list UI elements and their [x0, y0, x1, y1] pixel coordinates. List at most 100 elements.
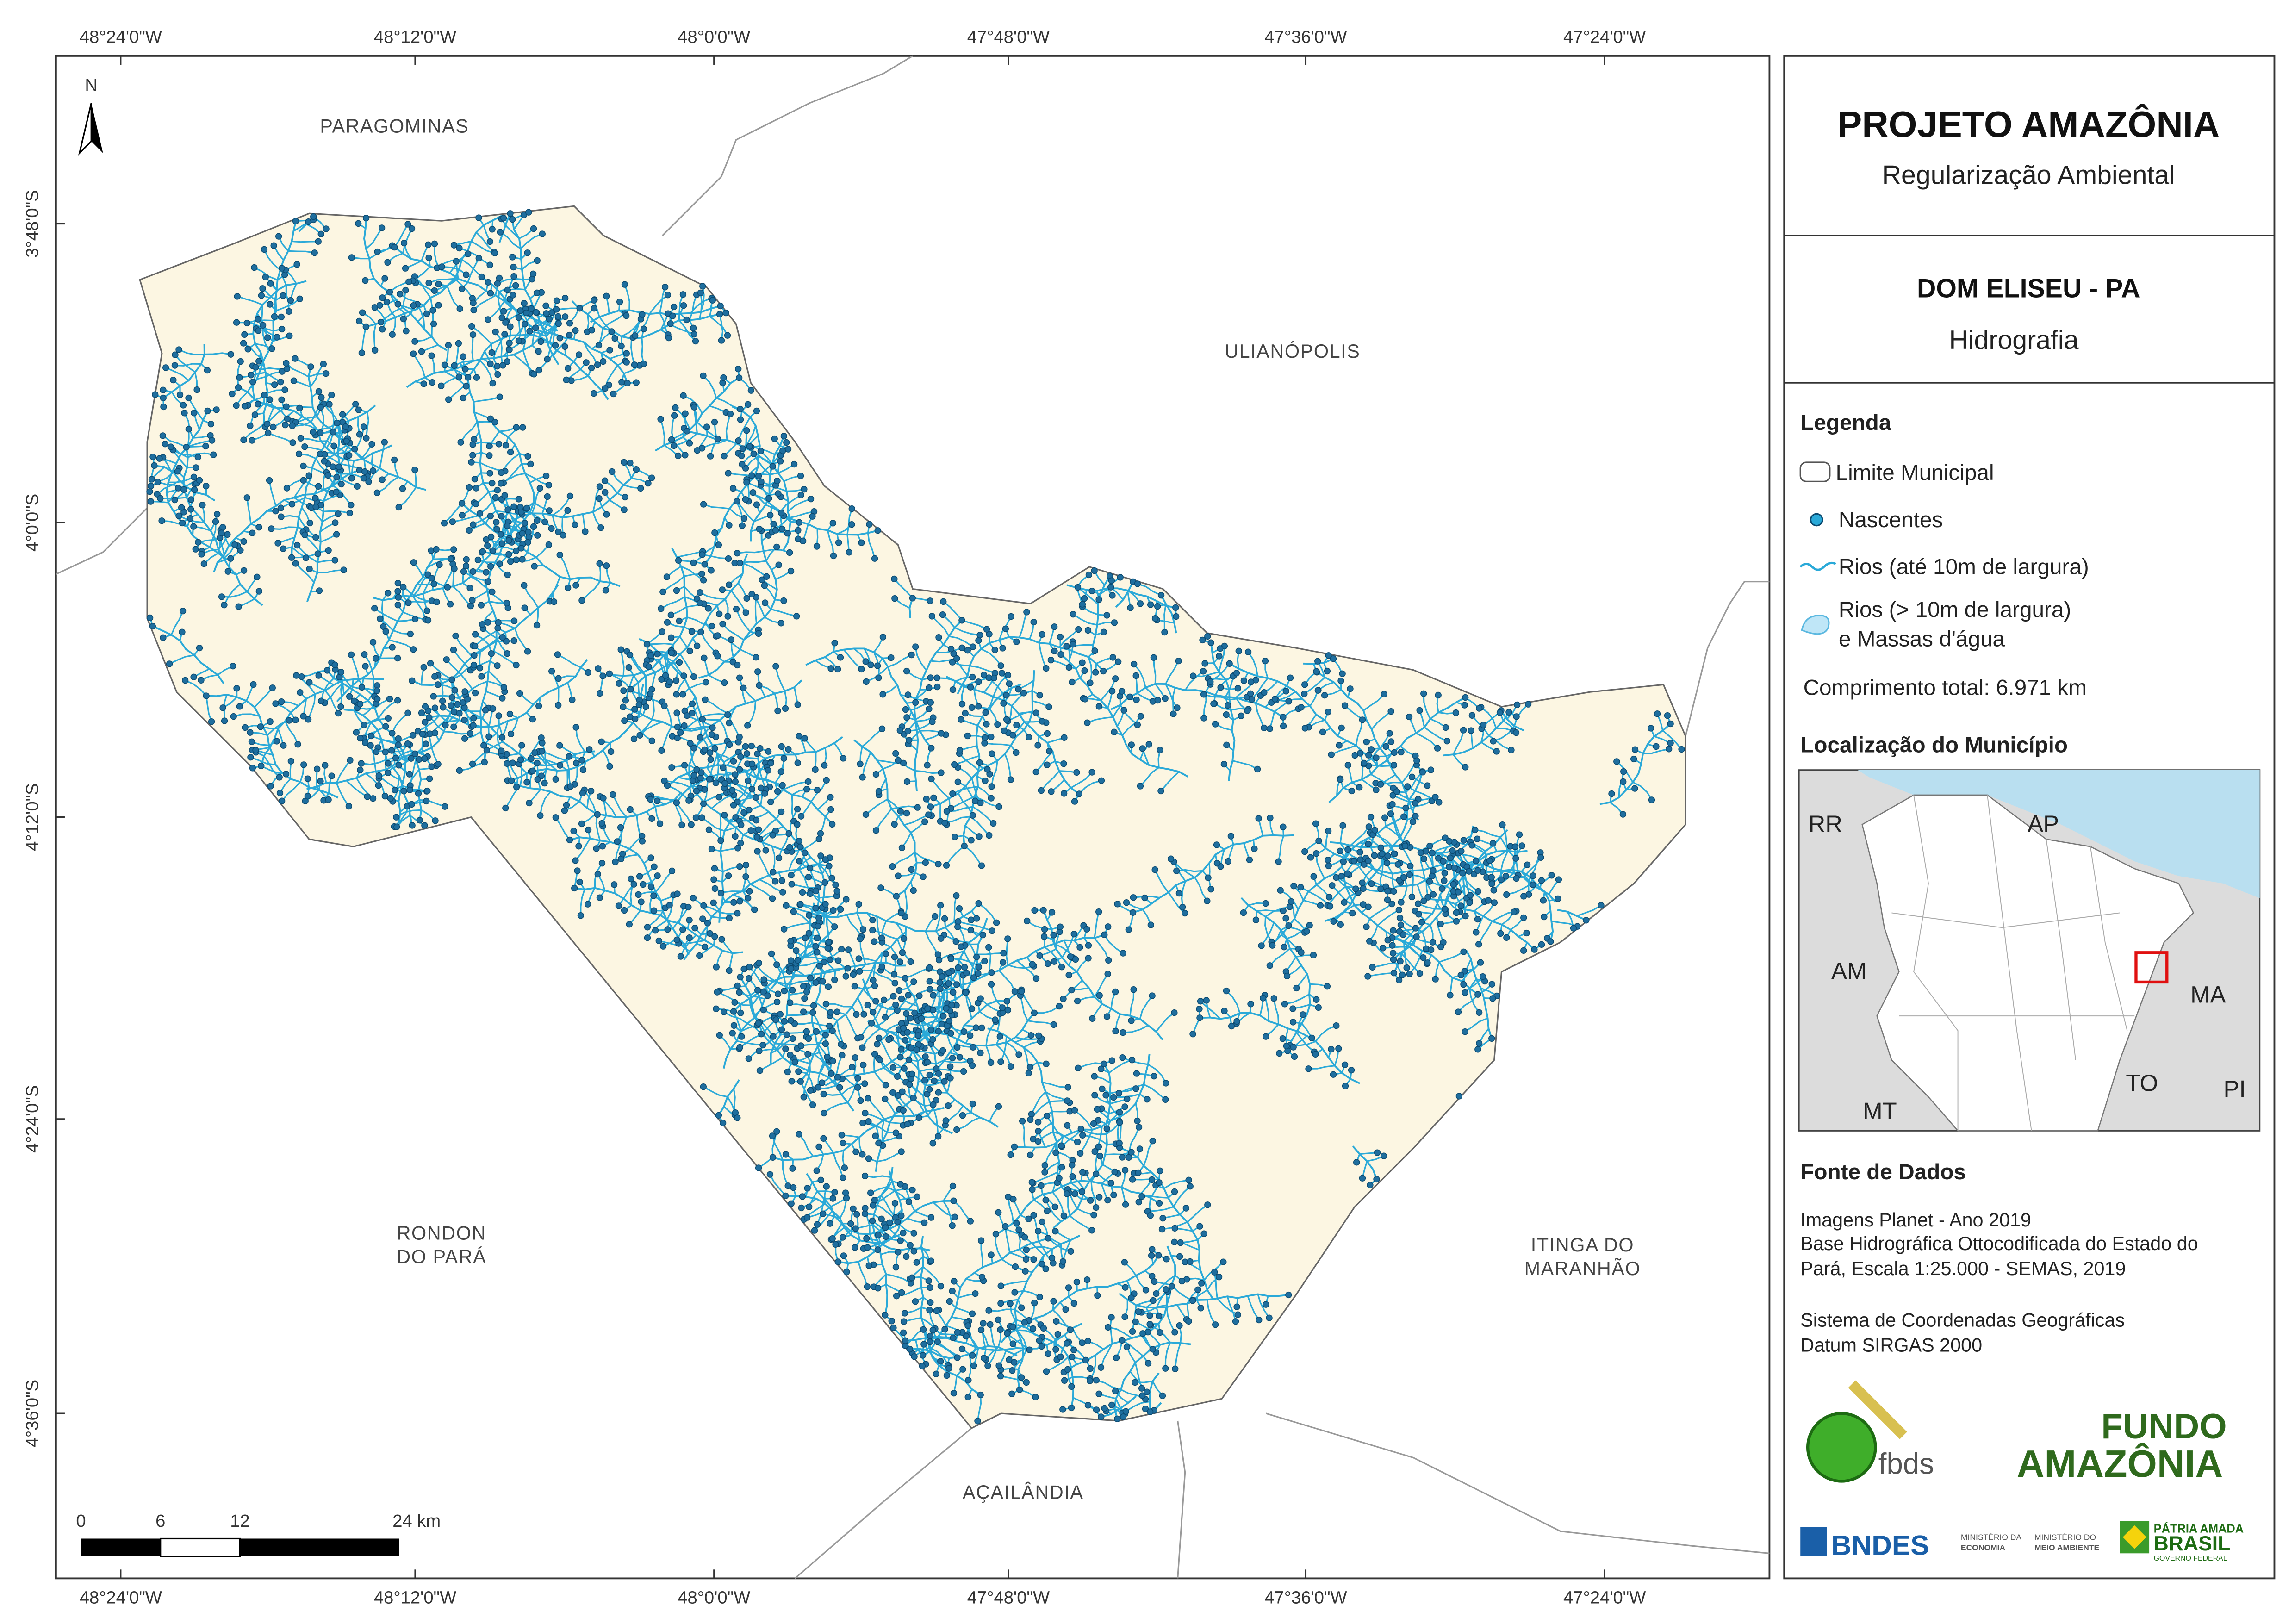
spring	[174, 468, 181, 475]
spring	[822, 1001, 829, 1008]
river	[772, 1107, 945, 1161]
spring	[666, 678, 673, 685]
river	[1240, 897, 1311, 1052]
spring	[622, 697, 629, 704]
river-branch	[872, 1190, 896, 1206]
spring	[385, 769, 392, 777]
spring	[726, 741, 733, 748]
river-branch	[538, 751, 558, 772]
river-branch	[639, 721, 663, 736]
spring	[521, 321, 529, 328]
spring	[409, 822, 416, 829]
spring	[391, 786, 398, 794]
spring	[450, 647, 457, 653]
spring	[449, 518, 456, 525]
river-branch	[743, 562, 767, 578]
spring	[1013, 749, 1020, 756]
river-branch	[862, 752, 871, 778]
spring	[385, 590, 392, 597]
spring	[249, 529, 256, 536]
river-branch	[817, 1061, 825, 1088]
spring	[803, 786, 810, 793]
spring	[1364, 973, 1371, 980]
spring	[600, 358, 607, 365]
river-branch	[923, 1020, 949, 1027]
spring	[829, 1235, 836, 1242]
spring	[472, 631, 479, 638]
spring	[1064, 1097, 1070, 1104]
spring	[1200, 1230, 1207, 1237]
spring	[1451, 864, 1458, 871]
river	[688, 728, 792, 852]
spring	[1138, 1193, 1145, 1200]
spring	[891, 980, 898, 987]
spring	[475, 255, 482, 262]
spring	[754, 750, 761, 757]
river-branch	[714, 748, 720, 775]
spring	[526, 328, 533, 335]
spring	[897, 1054, 904, 1061]
spring	[278, 313, 285, 321]
spring	[1026, 1064, 1034, 1070]
spring	[465, 250, 472, 257]
spring	[673, 587, 680, 594]
river	[1328, 697, 1466, 803]
spring	[872, 998, 879, 1005]
spring	[1490, 738, 1497, 745]
river-branch	[1143, 1140, 1154, 1166]
spring	[833, 1008, 840, 1015]
spring	[506, 340, 513, 347]
spring	[450, 242, 458, 249]
river-branch	[719, 814, 722, 841]
spring	[814, 1221, 821, 1228]
spring	[804, 1185, 811, 1192]
spring	[657, 416, 664, 423]
spring	[838, 1041, 845, 1048]
spring	[692, 814, 700, 821]
spring	[384, 259, 391, 266]
spring	[355, 220, 362, 227]
river-branch	[736, 814, 759, 830]
river-branch	[1172, 687, 1176, 714]
spring	[780, 755, 787, 762]
river-branch	[295, 563, 315, 583]
spring	[774, 990, 782, 997]
spring	[737, 405, 744, 413]
river-branch	[929, 1347, 949, 1366]
spring	[1496, 709, 1504, 716]
spring	[690, 673, 697, 680]
spring	[1252, 916, 1260, 923]
spring	[1429, 849, 1436, 857]
spring	[1075, 626, 1082, 633]
spring	[1306, 921, 1313, 929]
spring	[773, 961, 780, 968]
spring	[958, 644, 965, 651]
spring	[837, 654, 844, 661]
spring	[306, 679, 313, 686]
spring	[166, 660, 173, 667]
spring	[588, 364, 595, 372]
spring	[951, 1213, 958, 1220]
spring	[1060, 996, 1067, 1002]
spring	[736, 766, 743, 773]
spring	[693, 642, 701, 649]
spring	[466, 527, 473, 534]
spring	[815, 922, 821, 930]
spring	[272, 508, 279, 515]
spring	[642, 703, 649, 710]
spring	[1128, 1017, 1135, 1024]
river-branch	[1132, 1305, 1137, 1332]
spring	[782, 1192, 789, 1200]
spring	[804, 1051, 811, 1058]
spring	[775, 854, 783, 861]
spring	[869, 927, 876, 934]
spring	[1429, 939, 1437, 946]
spring	[945, 1102, 952, 1109]
spring	[1036, 952, 1043, 959]
river-branch	[903, 814, 929, 826]
spring	[732, 833, 739, 840]
river-branch	[402, 228, 413, 254]
river-branch	[846, 508, 853, 535]
spring	[755, 1164, 762, 1171]
spring	[1093, 1377, 1100, 1384]
